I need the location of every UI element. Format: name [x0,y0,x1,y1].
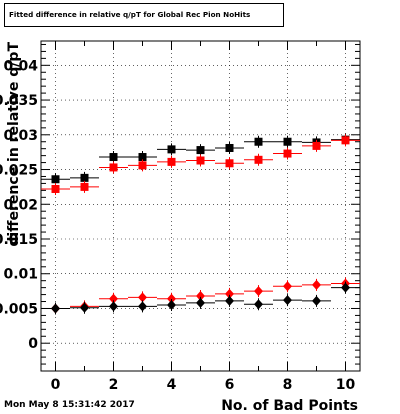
y-tick-label: 0.04 [3,58,38,74]
data-point [167,157,176,166]
data-point [167,293,176,304]
data-point [225,143,234,152]
y-tick-label: 0.01 [3,267,38,283]
data-point [254,299,263,310]
y-tick-label: 0.025 [0,163,38,179]
y-tick-label: 0.03 [3,128,38,144]
data-point [138,292,147,303]
data-point [138,161,147,170]
data-point [254,137,263,146]
data-point [196,146,205,155]
x-tick-label: 6 [225,377,235,393]
data-point [51,303,60,314]
data-point [138,301,147,312]
data-point [254,286,263,297]
x-tick-label: 10 [336,377,356,393]
x-axis-label: No. of Bad Points [221,398,358,414]
data-point [109,163,118,172]
data-point [138,153,147,162]
data-point [312,141,321,150]
data-point [109,153,118,162]
data-point [167,145,176,154]
data-point [196,290,205,301]
y-tick-label: 0.035 [0,93,38,109]
data-point [283,149,292,158]
data-point [254,155,263,164]
data-point [109,293,118,304]
series-3 [41,281,360,315]
timestamp: Mon May 8 15:31:42 2017 [4,400,135,410]
series-2 [41,277,360,315]
x-tick-label: 4 [167,377,177,393]
data-point [109,301,118,312]
data-point [283,295,292,306]
data-point [225,288,234,299]
chart-title: Fitted difference in relative q/pT for G… [4,3,284,27]
x-tick-label: 2 [109,377,119,393]
data-point [80,302,89,313]
y-tick-label: 0 [28,336,38,352]
series-1 [41,134,360,195]
y-tick-label: 0.02 [3,197,38,213]
data-point [341,282,350,293]
y-tick-label: 0.005 [0,301,38,317]
data-point [167,300,176,310]
data-point [283,281,292,292]
data-point [312,279,321,290]
grid [41,41,360,371]
data-point [80,173,89,182]
y-tick-label: 0.015 [0,232,38,248]
series-0 [41,133,360,186]
data-point [196,156,205,165]
y-axis-label: difference in relative q/pT [6,42,22,247]
x-tick-label: 8 [283,377,293,393]
data-point [80,182,89,191]
axis-ticks [41,41,360,372]
data-point [225,295,234,306]
plot-frame [40,40,361,372]
data-point [51,184,60,193]
x-tick-label: 0 [51,377,61,393]
data-point [341,136,350,145]
data-point [225,159,234,168]
data-point [196,297,205,308]
data-point [283,137,292,146]
data-point [51,175,60,184]
data-point [312,295,321,306]
